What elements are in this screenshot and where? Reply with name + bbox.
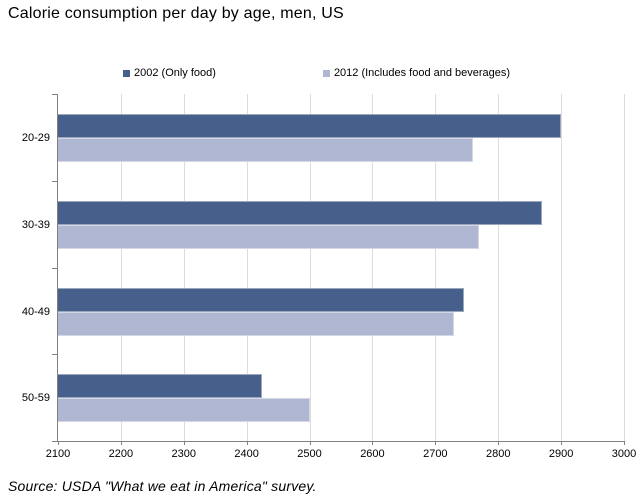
bar-2002-20-29 <box>58 114 562 138</box>
gridline-2600 <box>372 94 374 441</box>
bar-2002-40-49 <box>58 288 464 312</box>
x-tick-2500 <box>309 441 311 445</box>
x-tick-2300 <box>183 441 185 445</box>
x-tick-2700 <box>435 441 437 445</box>
bar-2012-30-39 <box>58 225 480 249</box>
y-tick-3 <box>52 354 57 355</box>
page-title: Calorie consumption per day by age, men,… <box>8 5 344 22</box>
x-tick-2800 <box>498 441 500 445</box>
x-tick-label-2800: 2800 <box>485 448 511 460</box>
gridline-2900 <box>561 94 563 441</box>
category-label-30-39: 30-39 <box>21 219 50 231</box>
x-tick-2200 <box>120 441 122 445</box>
gridline-2400 <box>246 94 248 441</box>
x-tick-label-2400: 2400 <box>234 448 259 460</box>
x-tick-label-2700: 2700 <box>423 448 448 460</box>
legend-swatch-2002-icon <box>123 69 130 77</box>
legend-swatch-2012-icon <box>322 69 330 77</box>
legend-label-2012: 2012 (Includes food and beverages) <box>333 67 511 79</box>
category-label-40-49: 40-49 <box>21 306 50 318</box>
bar-2012-40-49 <box>58 312 455 336</box>
x-tick-label-2200: 2200 <box>108 448 134 460</box>
x-tick-2600 <box>372 441 374 445</box>
bar-2002-50-59 <box>58 374 263 398</box>
plot-area: 2100 2200 2300 2400 2500 2600 2700 2800 2900 3000… <box>22 94 636 460</box>
legend: 2002 (Only food) 2012 (Includes food and… <box>57 66 623 80</box>
bar-2012-50-59 <box>58 398 310 422</box>
x-tick-label-2300: 2300 <box>171 448 196 460</box>
y-tick-1 <box>52 181 57 182</box>
x-tick-label-2100: 2100 <box>45 448 71 460</box>
y-tick-2 <box>52 268 57 269</box>
x-tick-label-3000: 3000 <box>611 448 637 460</box>
category-label-50-59: 50-59 <box>21 392 50 404</box>
gridline-2800 <box>498 94 500 441</box>
gridline-3000 <box>624 94 625 441</box>
bar-2002-30-39 <box>58 201 543 225</box>
bar-2012-20-29 <box>58 138 474 162</box>
gridline-2500 <box>309 94 311 441</box>
x-tick-label-2600: 2600 <box>360 448 385 460</box>
legend-label-2002: 2002 (Only food) <box>134 67 216 79</box>
legend-item-2002: 2002 (Only food) <box>123 67 216 79</box>
gridline-2200 <box>120 94 122 441</box>
x-tick-label-2500: 2500 <box>297 448 322 460</box>
gridline-2300 <box>183 94 185 441</box>
y-tick-0 <box>52 94 57 95</box>
source-note: Source: USDA "What we eat in America" su… <box>8 478 317 494</box>
x-tick-label-2900: 2900 <box>548 448 574 460</box>
x-tick-3000 <box>624 441 625 445</box>
x-tick-2900 <box>561 441 563 445</box>
gridline-2700 <box>435 94 437 441</box>
x-tick-2100 <box>58 441 59 445</box>
x-tick-2400 <box>246 441 248 445</box>
y-tick-4 <box>52 441 57 442</box>
legend-item-2012: 2012 (Includes food and beverages) <box>322 67 511 79</box>
category-label-20-29: 20-29 <box>21 132 50 144</box>
